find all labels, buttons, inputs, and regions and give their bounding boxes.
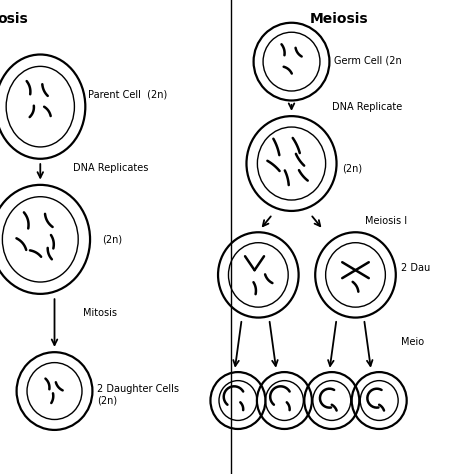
Text: Meiosis I: Meiosis I bbox=[365, 216, 407, 227]
Text: Meiosis: Meiosis bbox=[310, 12, 368, 26]
Text: osis: osis bbox=[0, 12, 28, 26]
Text: Mitosis: Mitosis bbox=[83, 308, 117, 318]
Text: (2n): (2n) bbox=[342, 163, 362, 173]
Text: DNA Replicates: DNA Replicates bbox=[73, 163, 149, 173]
Text: 2 Daughter Cells
(2n): 2 Daughter Cells (2n) bbox=[97, 383, 179, 405]
Text: 2 Dau: 2 Dau bbox=[401, 263, 430, 273]
Text: DNA Replicate: DNA Replicate bbox=[332, 101, 402, 112]
Text: (2n): (2n) bbox=[102, 234, 122, 245]
Text: Parent Cell  (2n): Parent Cell (2n) bbox=[88, 90, 167, 100]
Text: Meio: Meio bbox=[401, 337, 424, 347]
Text: Germ Cell (2n: Germ Cell (2n bbox=[334, 55, 402, 66]
